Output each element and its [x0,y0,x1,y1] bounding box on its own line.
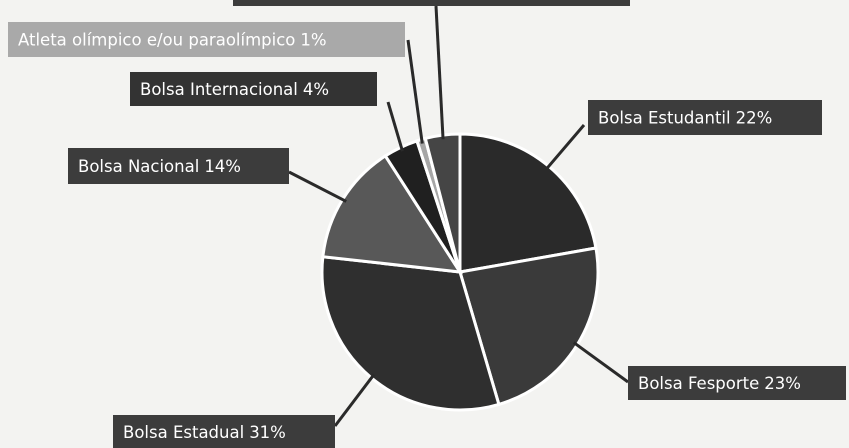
label-box [588,100,822,135]
leader-line [288,170,347,203]
slice-category: Atleta olímpico e/ou paraolímpico [18,30,295,49]
slice-label: Bolsa Estadual 31% [123,423,286,442]
slice-category: Bolsa Nacional [78,157,199,176]
leader-line [406,39,424,144]
slice-category: Bolsa Fesporte [638,374,759,393]
label-box [113,415,335,448]
leader-line [386,101,404,152]
leader-line [572,341,629,384]
slice-category: Bolsa Internacional [140,80,298,99]
slice-label: Atleta olímpico e/ou paraolímpico 1% [18,30,327,49]
label-box [628,366,846,400]
slice-value-label: 14% [204,157,241,176]
slice-label: Bolsa Nacional 14% [78,157,241,176]
label-box [68,148,289,184]
slice-value-label: 22% [736,108,773,127]
label-box [130,72,377,106]
slice-label: Bolsa Internacional 4% [140,80,329,99]
leader-line [544,124,586,171]
slice-category: Bolsa Estudantil [598,108,731,127]
slice-label: Bolsa Fesporte 23% [638,374,801,393]
slice-label: Bolsa Estudantil 22% [598,108,772,127]
slice-value-label: 4% [303,80,329,99]
leader-line [434,5,445,140]
slice-value-label: 31% [249,423,286,442]
slice-value-label: 1% [300,30,326,49]
slice-value-label: 23% [764,374,801,393]
label-box [8,22,405,57]
slice-category: Bolsa Estadual [123,423,244,442]
leader-line [333,373,376,427]
label-box [233,0,630,6]
